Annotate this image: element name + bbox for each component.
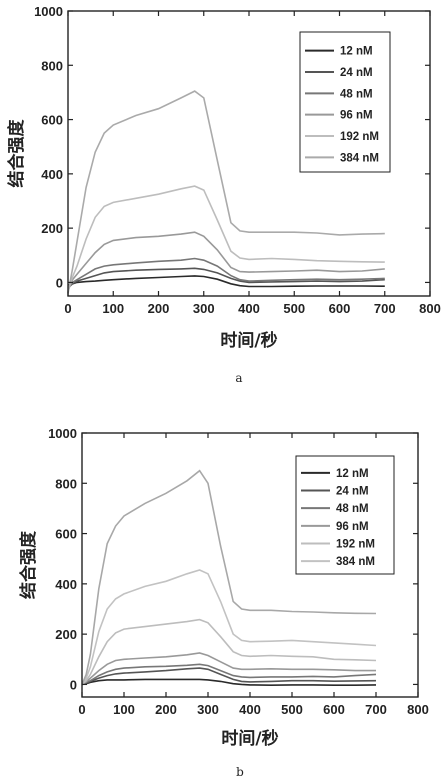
series-line-24-nM	[81, 667, 377, 686]
series-line-384-nM	[67, 90, 385, 294]
x-tick-label: 500	[283, 301, 305, 316]
x-tick-label: 700	[365, 702, 387, 717]
chart-panel-b: 0 100 200 300 400 500 600 700 800 0 200 400 600 800 10…	[18, 426, 429, 779]
panel-label: b	[236, 765, 244, 779]
y-tick-label: 400	[55, 577, 77, 592]
series-line-192-nM	[81, 618, 377, 686]
x-tick-label: 400	[238, 301, 260, 316]
series-line-96-nM	[67, 231, 385, 291]
legend: 12 nM 24 nM 48 nM 96 nM 192 nM 384 nM	[299, 31, 391, 173]
x-tick-label: 600	[323, 702, 345, 717]
x-tick-label: 200	[148, 301, 170, 316]
y-tick-label: 600	[41, 113, 63, 128]
x-tick-label: 0	[64, 301, 71, 316]
panel-label: a	[235, 371, 242, 385]
series-line-48-nM	[67, 257, 385, 289]
legend-label: 384 nM	[340, 152, 379, 164]
x-tick-label: 400	[239, 702, 261, 717]
y-tick-label: 800	[41, 58, 63, 73]
legend-label: 48 nM	[336, 503, 369, 515]
x-tick-label: 100	[102, 301, 124, 316]
series-line-96-nM	[81, 652, 376, 686]
legend-label: 96 nM	[340, 110, 373, 122]
series-line-192-nM	[67, 185, 385, 291]
series-line-12-nM	[67, 275, 385, 288]
legend-label: 384 nM	[336, 556, 375, 568]
x-tick-label: 600	[329, 301, 351, 316]
y-tick-label: 200	[41, 221, 63, 236]
x-tick-label: 700	[374, 301, 396, 316]
series-line-unlabeled-6	[81, 469, 377, 685]
x-tick-label: 200	[155, 702, 177, 717]
x-tick-label: 100	[113, 702, 135, 717]
y-tick-label: 600	[55, 527, 77, 542]
legend-box	[295, 455, 395, 575]
y-tick-label: 1000	[48, 426, 77, 441]
x-axis-label: 时间/秒	[221, 728, 278, 749]
chart-panel-a: 0 100 200 300 400 500 600 700 800 0 200 400 600 800 10…	[6, 4, 441, 385]
y-axis-label: 结合强度	[6, 119, 27, 188]
legend-label: 24 nM	[336, 486, 369, 498]
series-line-12-nM	[81, 678, 377, 687]
y-axis-label: 结合强度	[18, 530, 39, 599]
x-tick-label: 0	[78, 702, 85, 717]
legend: 12 nM 24 nM 48 nM 96 nM 192 nM 384 nM	[295, 455, 395, 575]
y-tick-label: 1000	[34, 4, 63, 19]
series-line-384-nM	[81, 569, 377, 685]
x-tick-label: 800	[419, 301, 441, 316]
legend-label: 192 nM	[336, 539, 375, 551]
y-tick-label: 0	[56, 275, 63, 290]
series-line-24-nM	[67, 267, 385, 289]
y-tick-label: 400	[41, 167, 63, 182]
legend-label: 12 nM	[336, 468, 369, 480]
x-tick-label: 300	[197, 702, 219, 717]
legend-label: 48 nM	[340, 88, 373, 100]
legend-label: 192 nM	[340, 131, 379, 143]
y-tick-label: 200	[55, 627, 77, 642]
y-tick-label: 800	[55, 476, 77, 491]
legend-label: 12 nM	[340, 46, 373, 58]
series-line-48-nM	[81, 663, 377, 686]
legend-label: 24 nM	[340, 67, 373, 79]
legend-box	[299, 31, 391, 173]
x-tick-label: 500	[281, 702, 303, 717]
x-tick-label: 800	[407, 702, 429, 717]
legend-label: 96 nM	[336, 521, 369, 533]
y-tick-label: 0	[70, 677, 77, 692]
x-axis-label: 时间/秒	[220, 330, 277, 351]
x-tick-label: 300	[193, 301, 215, 316]
